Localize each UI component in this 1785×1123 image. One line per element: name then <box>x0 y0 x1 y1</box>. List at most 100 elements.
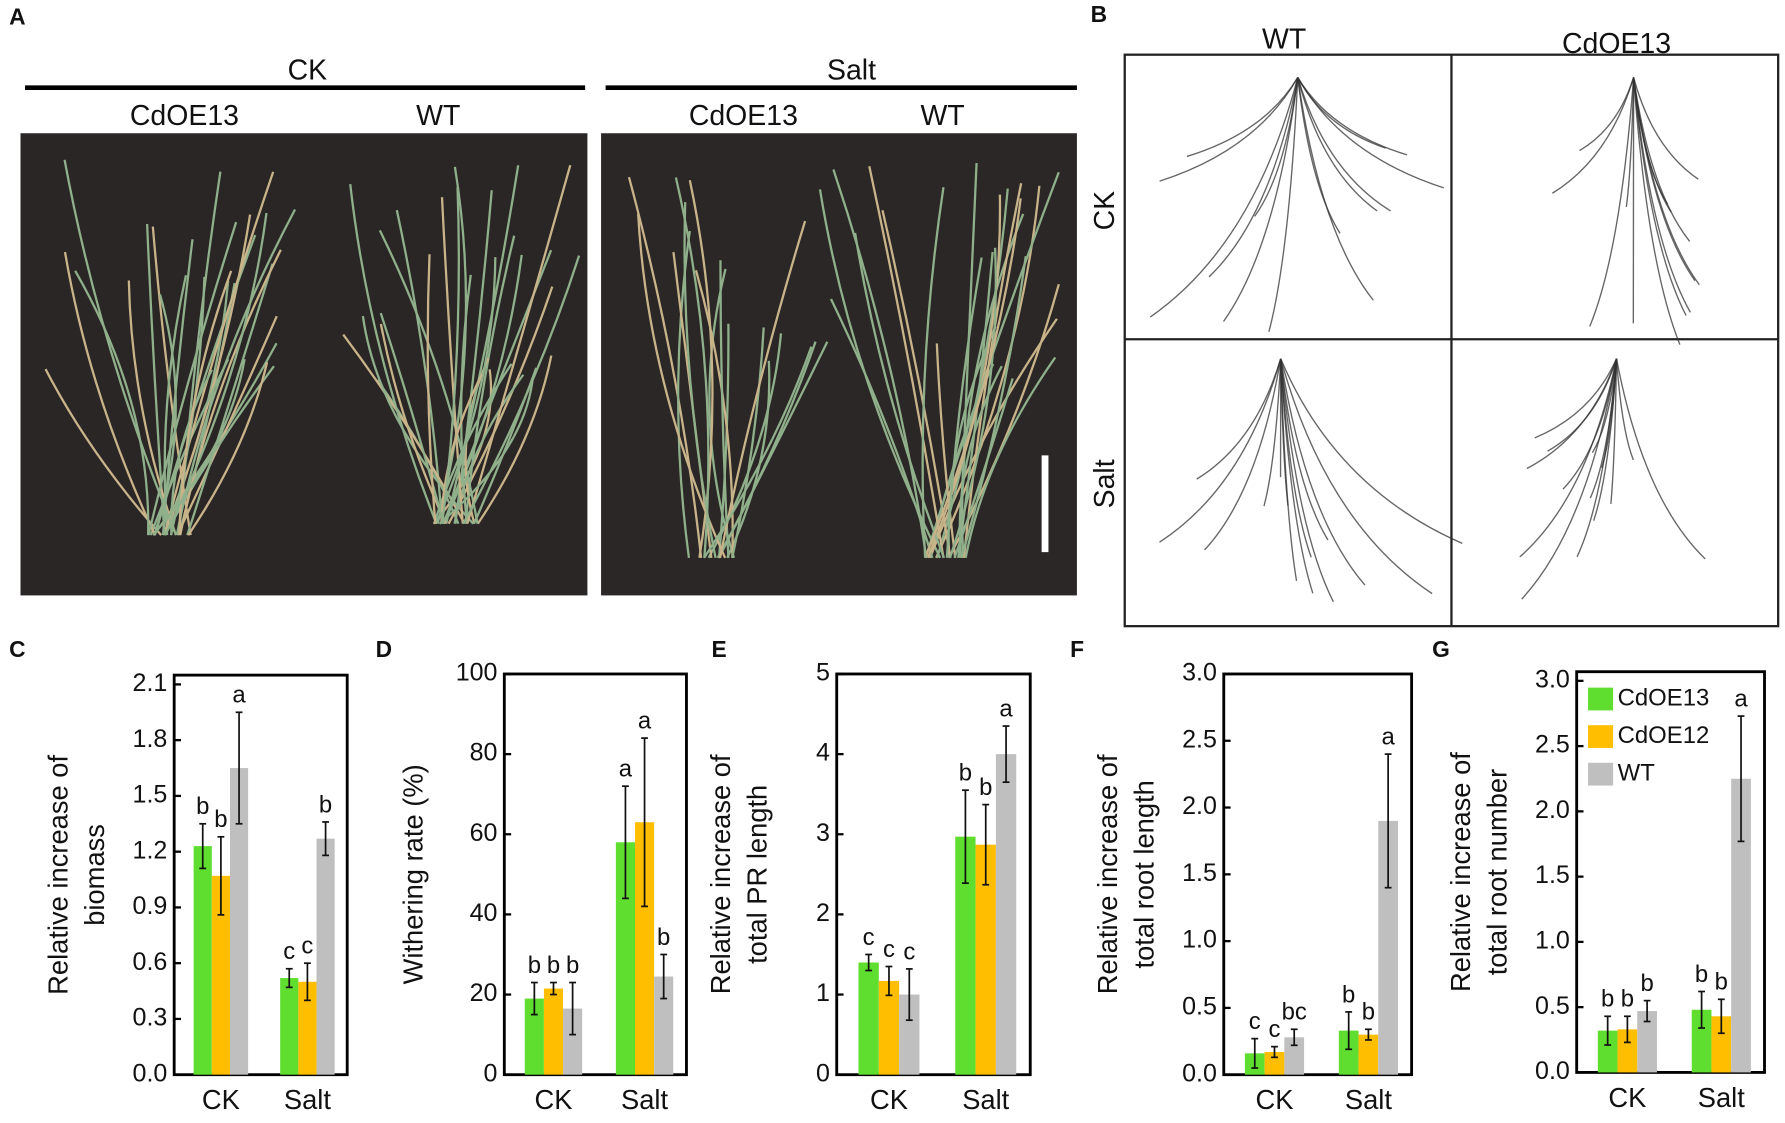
y-tick-label: 5 <box>816 659 830 687</box>
significance-letter: b <box>1601 986 1614 1013</box>
significance-letter: c <box>903 938 915 965</box>
row-label: Salt <box>1089 459 1121 508</box>
y-tick-label: 1.2 <box>133 836 168 864</box>
y-tick-label: 3.0 <box>1535 665 1570 693</box>
significance-letter: b <box>657 924 670 951</box>
y-tick-label: 100 <box>456 659 498 687</box>
y-tick-label: 3 <box>816 819 830 847</box>
bar <box>544 989 563 1075</box>
bar <box>316 839 334 1075</box>
significance-letter: c <box>863 924 875 951</box>
panel-label: A <box>9 3 25 29</box>
y-tick-label: 60 <box>470 819 498 847</box>
y-tick-label: 40 <box>470 899 498 927</box>
y-tick-label: 2.1 <box>133 669 168 697</box>
x-tick-label: Salt <box>962 1084 1009 1115</box>
line-label: WT <box>416 100 460 132</box>
legend-label: WT <box>1618 759 1656 786</box>
y-axis-label: Relative increase of <box>1445 752 1476 992</box>
significance-letter: c <box>283 938 295 965</box>
column-label: WT <box>1262 24 1306 56</box>
y-tick-label: 1.0 <box>1535 926 1570 954</box>
significance-letter: b <box>547 952 560 979</box>
bar <box>996 754 1016 1075</box>
significance-letter: a <box>999 695 1013 722</box>
x-tick-label: Salt <box>1698 1082 1745 1113</box>
y-axis-label: biomass <box>79 824 110 926</box>
significance-letter: b <box>1621 986 1634 1013</box>
significance-letter: c <box>1249 1008 1261 1035</box>
y-tick-label: 2.0 <box>1535 796 1570 824</box>
significance-letter: bc <box>1282 999 1307 1026</box>
significance-letter: b <box>1342 981 1355 1008</box>
x-tick-label: CK <box>535 1084 573 1115</box>
legend-swatch <box>1588 763 1613 786</box>
y-tick-label: 0.0 <box>1535 1057 1570 1085</box>
y-tick-label: 0.3 <box>133 1004 168 1032</box>
column-label: CdOE13 <box>1562 28 1671 60</box>
y-tick-label: 2.0 <box>1182 792 1217 820</box>
y-axis-label: total PR length <box>742 785 773 964</box>
significance-letter: b <box>319 791 332 818</box>
y-tick-label: 0 <box>816 1059 830 1087</box>
significance-letter: b <box>196 793 209 820</box>
y-axis-label: total root number <box>1481 769 1512 975</box>
y-axis-label: Relative increase of <box>43 755 74 995</box>
y-axis-label: total root length <box>1129 780 1160 968</box>
y-tick-label: 4 <box>816 739 830 767</box>
y-tick-label: 2 <box>816 899 830 927</box>
significance-letter: b <box>1715 969 1728 996</box>
significance-letter: b <box>1362 999 1375 1026</box>
significance-letter: b <box>979 774 992 801</box>
significance-letter: b <box>528 952 541 979</box>
photo-ck <box>20 133 587 595</box>
y-axis-label: Withering rate (%) <box>398 764 429 984</box>
y-tick-label: 0.5 <box>1182 993 1217 1021</box>
x-tick-label: CK <box>202 1084 240 1115</box>
y-tick-label: 0.5 <box>1535 992 1570 1020</box>
y-tick-label: 0 <box>484 1059 498 1087</box>
line-label: CdOE13 <box>130 100 239 132</box>
bar <box>858 962 878 1074</box>
significance-letter: a <box>1381 723 1395 750</box>
x-tick-label: Salt <box>284 1084 331 1115</box>
line-label: CdOE13 <box>689 100 798 132</box>
x-tick-label: Salt <box>621 1084 668 1115</box>
significance-letter: b <box>959 760 972 787</box>
y-tick-label: 0.9 <box>133 892 168 920</box>
line-label: WT <box>920 100 964 132</box>
significance-letter: a <box>619 756 633 783</box>
panel-label: D <box>376 636 392 662</box>
y-axis-label: Relative increase of <box>705 754 736 994</box>
significance-letter: b <box>1695 961 1708 988</box>
group-title: Salt <box>827 54 876 86</box>
legend-label: CdOE13 <box>1618 684 1710 711</box>
y-tick-label: 1.5 <box>1535 861 1570 889</box>
significance-letter: c <box>301 933 313 960</box>
bar <box>194 846 212 1075</box>
significance-letter: a <box>1734 685 1748 712</box>
x-tick-label: Salt <box>1345 1084 1392 1115</box>
panel-label: C <box>9 636 25 662</box>
y-tick-label: 80 <box>470 739 498 767</box>
significance-letter: c <box>883 936 895 963</box>
x-tick-label: CK <box>1608 1082 1646 1113</box>
significance-letter: a <box>232 682 246 709</box>
group-title: CK <box>288 54 328 86</box>
y-tick-label: 0.6 <box>133 948 168 976</box>
bar <box>280 978 298 1075</box>
y-tick-label: 2.5 <box>1182 725 1217 753</box>
y-tick-label: 1.0 <box>1182 926 1217 954</box>
x-tick-label: CK <box>1256 1084 1294 1115</box>
significance-letter: b <box>1640 970 1653 997</box>
legend-swatch <box>1588 725 1613 748</box>
x-tick-label: CK <box>870 1084 908 1115</box>
panel-label: B <box>1091 1 1107 27</box>
y-tick-label: 0.0 <box>1182 1059 1217 1087</box>
y-tick-label: 1 <box>816 979 830 1007</box>
y-tick-label: 2.5 <box>1535 731 1570 759</box>
significance-letter: b <box>566 952 579 979</box>
y-axis-label: Relative increase of <box>1092 754 1123 994</box>
panel-label: E <box>711 636 726 662</box>
